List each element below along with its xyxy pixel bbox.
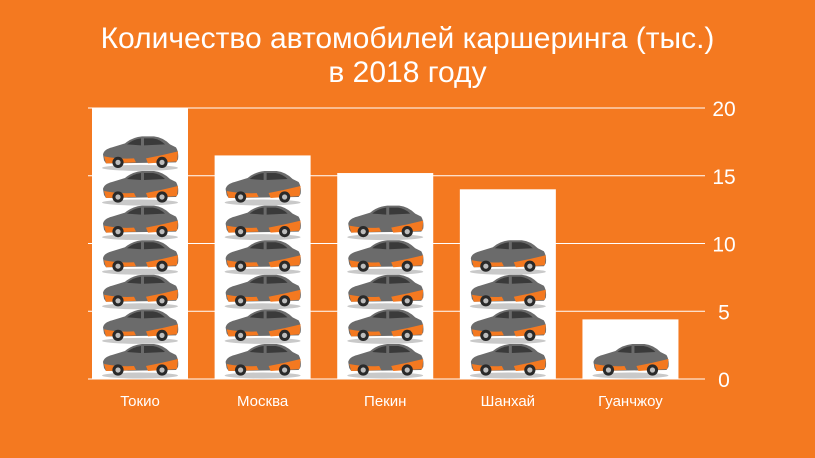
bar	[459, 189, 556, 379]
y-tick-label: 15	[712, 166, 735, 189]
x-category-label: Шанхай	[481, 393, 535, 410]
bar	[337, 173, 434, 379]
chart-title-line-2: в 2018 году	[328, 56, 487, 89]
bar	[582, 319, 679, 379]
chart-title: Количество автомобилей каршеринга (тыс.)…	[0, 22, 815, 90]
x-category-label: Москва	[237, 393, 289, 410]
bar	[214, 155, 311, 379]
chart-title-line-1: Количество автомобилей каршеринга (тыс.)	[100, 22, 715, 55]
x-category-label: Гуанчжоу	[598, 393, 663, 410]
y-tick-label: 5	[718, 301, 730, 324]
y-tick-label: 10	[712, 234, 735, 257]
x-category-label: Пекин	[364, 393, 406, 410]
y-tick-label: 20	[712, 98, 735, 121]
x-category-label: Токио	[120, 393, 160, 410]
bar	[92, 108, 188, 379]
y-tick-label: 0	[718, 369, 730, 392]
